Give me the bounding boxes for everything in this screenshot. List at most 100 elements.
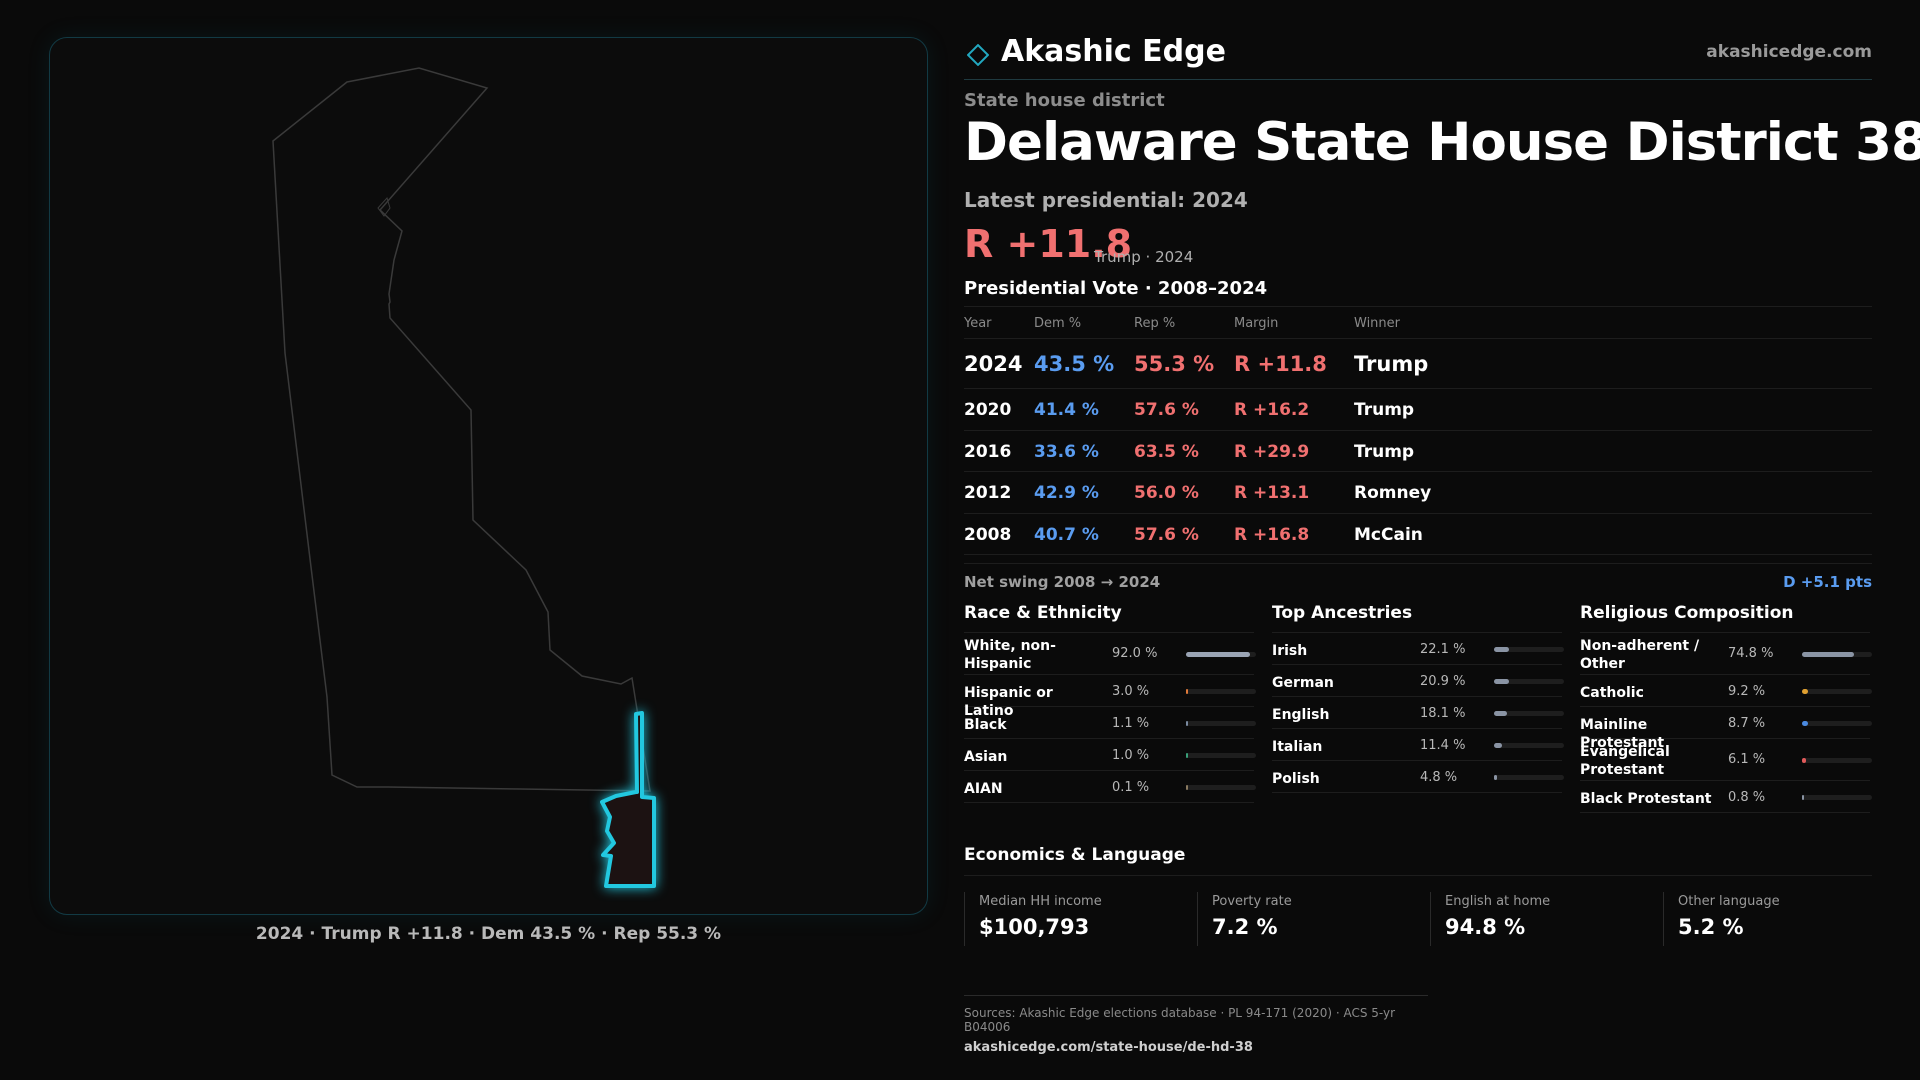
page-url-link[interactable]: akashicedge.com/state-house/de-hd-38 (964, 1040, 1253, 1055)
row-year: 2024 (964, 352, 1023, 376)
econ-median-income: Median HH income $100,793 (964, 892, 1174, 946)
row-winner: McCain (1354, 524, 1423, 545)
list-item: Catholic 9.2 % (1580, 675, 1872, 707)
row-winner: Romney (1354, 483, 1432, 503)
race-section: Race & Ethnicity White, non-Hispanic 92.… (964, 600, 1256, 803)
vote-table: Year Dem % Rep % Margin Winner 2024 43.5… (964, 306, 1872, 555)
list-item: Mainline Protestant 8.7 % (1580, 707, 1872, 751)
net-swing: Net swing 2008 → 2024 D +5.1 pts (964, 563, 1872, 593)
item-pct: 92.0 % (1112, 646, 1158, 661)
row-winner: Trump (1354, 441, 1415, 462)
ancestry-section: Top Ancestries Irish 22.1 % German 20.9 … (1272, 600, 1564, 793)
row-year: 2020 (964, 400, 1012, 420)
row-rep: 55.3 % (1134, 352, 1215, 376)
econ-label: Poverty rate (1212, 894, 1292, 909)
site-link[interactable]: akashicedge.com (1706, 42, 1872, 62)
row-rep: 57.6 % (1134, 524, 1199, 545)
item-label: Black (964, 717, 1007, 733)
row-margin: R +16.2 (1234, 400, 1310, 420)
map-panel[interactable] (49, 37, 928, 915)
list-item: White, non-Hispanic 92.0 % (964, 633, 1256, 675)
page-title: Delaware State House District 38 (964, 112, 1920, 173)
row-year: 2012 (964, 483, 1012, 503)
item-bar (1186, 753, 1256, 758)
econ-value: 5.2 % (1678, 915, 1744, 939)
item-bar (1494, 743, 1564, 748)
item-label: Non-adherent / Other (1580, 638, 1700, 672)
table-row: 2024 43.5 % 55.3 % R +11.8 Trump (964, 339, 1872, 389)
item-bar-fill (1802, 689, 1808, 694)
item-bar (1186, 721, 1256, 726)
religion-title: Religious Composition (1580, 600, 1870, 633)
econ-poverty-rate: Poverty rate 7.2 % (1197, 892, 1407, 946)
item-bar (1802, 758, 1872, 763)
item-bar-fill (1494, 775, 1497, 780)
item-pct: 74.8 % (1728, 646, 1774, 661)
header-margin: Margin (1234, 316, 1279, 331)
list-item: Evangelical Protestant 6.1 % (1580, 739, 1872, 781)
row-dem: 40.7 % (1034, 524, 1099, 545)
item-label: German (1272, 675, 1334, 691)
item-pct: 0.8 % (1728, 790, 1766, 805)
item-pct: 20.9 % (1420, 674, 1466, 689)
list-item: Polish 4.8 % (1272, 761, 1564, 793)
item-pct: 0.1 % (1112, 780, 1150, 795)
item-bar-fill (1186, 721, 1188, 726)
row-margin: R +11.8 (1234, 352, 1327, 376)
table-row: 2008 40.7 % 57.6 % R +16.8 McCain (964, 514, 1872, 555)
item-label: Evangelical Protestant (1580, 744, 1670, 778)
list-item: Italian 11.4 % (1272, 729, 1564, 761)
item-pct: 11.4 % (1420, 738, 1466, 753)
brand-header: Akashic Edge akashicedge.com (964, 30, 1872, 80)
item-bar-fill (1802, 652, 1854, 657)
item-bar-fill (1494, 711, 1507, 716)
econ-value: $100,793 (979, 915, 1090, 939)
item-bar-fill (1186, 689, 1188, 694)
item-bar (1186, 785, 1256, 790)
item-label: English (1272, 707, 1330, 723)
item-bar-fill (1802, 795, 1804, 800)
list-item: Asian 1.0 % (964, 739, 1256, 771)
header-rep: Rep % (1134, 316, 1176, 331)
race-title: Race & Ethnicity (964, 600, 1254, 633)
item-label: AIAN (964, 781, 1003, 797)
item-label: Irish (1272, 643, 1308, 659)
item-label: White, non-Hispanic (964, 638, 1056, 672)
table-row: 2012 42.9 % 56.0 % R +13.1 Romney (964, 472, 1872, 514)
ancestry-title: Top Ancestries (1272, 600, 1562, 633)
item-bar (1494, 775, 1564, 780)
map-caption: 2024 · Trump R +11.8 · Dem 43.5 % · Rep … (255, 924, 722, 944)
econ-label: English at home (1445, 894, 1551, 909)
row-winner: Trump (1354, 352, 1429, 376)
economics-title: Economics & Language (964, 845, 1872, 876)
item-bar (1186, 652, 1256, 657)
item-bar (1802, 795, 1872, 800)
district-map[interactable] (50, 38, 928, 915)
row-rep: 57.6 % (1134, 400, 1199, 420)
row-rep: 63.5 % (1134, 441, 1199, 462)
sources-text: Sources: Akashic Edge elections database… (964, 1006, 1396, 1034)
item-pct: 3.0 % (1112, 684, 1150, 699)
list-item: Black Protestant 0.8 % (1580, 781, 1872, 813)
item-bar-fill (1494, 647, 1509, 652)
econ-value: 94.8 % (1445, 915, 1526, 939)
row-dem: 33.6 % (1034, 441, 1099, 462)
district-38-shape[interactable] (600, 711, 656, 888)
net-swing-label: Net swing 2008 → 2024 (964, 573, 1161, 591)
district-kind: State house district (964, 90, 1165, 111)
item-pct: 4.8 % (1420, 770, 1458, 785)
footer: Sources: Akashic Edge elections database… (964, 995, 1428, 1055)
row-margin: R +13.1 (1234, 483, 1310, 503)
item-label: Asian (964, 749, 1008, 765)
list-item: German 20.9 % (1272, 665, 1564, 697)
item-pct: 1.0 % (1112, 748, 1150, 763)
row-dem: 42.9 % (1034, 483, 1099, 503)
item-bar-fill (1186, 753, 1188, 758)
item-label: Catholic (1580, 685, 1644, 701)
row-margin: R +16.8 (1234, 524, 1310, 545)
econ-label: Other language (1678, 894, 1780, 909)
list-item: AIAN 0.1 % (964, 771, 1256, 803)
item-bar (1802, 652, 1872, 657)
list-item: Hispanic or Latino 3.0 % (964, 675, 1256, 719)
item-label: Polish (1272, 771, 1320, 787)
